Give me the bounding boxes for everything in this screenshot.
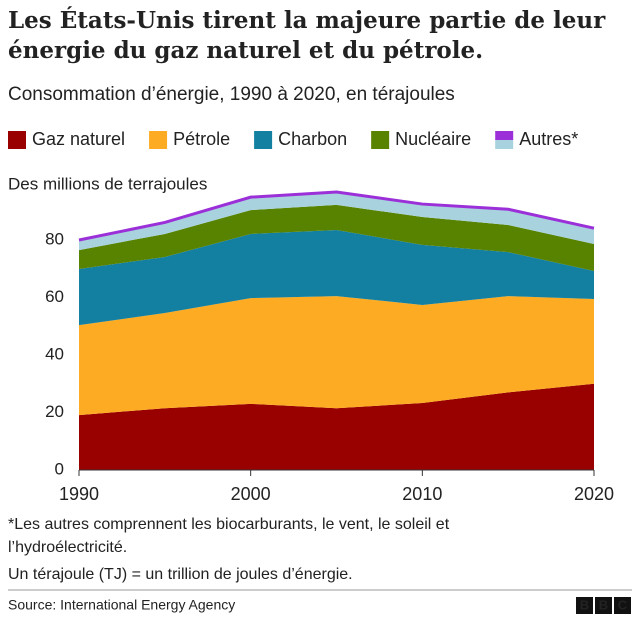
area [79,383,594,470]
legend-swatch [254,131,273,149]
logo-box [614,597,631,614]
y-tick-label: 0 [55,459,64,478]
y-tick-label: 20 [45,402,64,421]
y-tick-label: 60 [45,287,64,306]
legend-label: Autres* [519,129,578,149]
area [79,191,594,251]
area-edge [78,190,595,242]
x-tick-label: 2000 [231,484,271,504]
legend-swatch [495,140,514,149]
source: Source: International Energy Agency [8,597,235,613]
chart-title: énergie du gaz naturel et du pétrole. [8,37,483,64]
y-axis-label: Des millions de terrajoules [8,174,207,193]
area [79,296,594,416]
logo-letter: B [599,597,608,612]
legend-swatch [371,131,390,149]
subtitle: Consommation d’énergie, 1990 à 2020, en … [8,84,455,105]
legend-swatch [495,131,514,140]
y-tick-label: 80 [45,229,64,248]
note: *Les autres comprennent les biocarburant… [8,516,450,533]
area [79,204,594,272]
legend-swatch [149,131,168,149]
x-tick-label: 2010 [402,484,442,504]
y-tick-label: 40 [45,344,64,363]
logo-letter: C [618,597,628,612]
legend-label: Nucléaire [395,129,471,149]
area [79,229,594,326]
logo-box [595,597,612,614]
x-tick-label: 1990 [59,484,99,504]
x-tick-label: 2020 [574,484,614,504]
legend-swatch [8,131,26,149]
note: l’hydroélectricité. [8,539,127,556]
chart-title: Les États-Unis tirent la majeure partie … [8,7,606,34]
note: Un térajoule (TJ) = un trillion de joule… [8,566,353,583]
legend-label: Gaz naturel [32,129,125,149]
logo-box [576,597,593,614]
logo-letter: B [580,597,589,612]
legend-label: Charbon [278,129,347,149]
legend-label: Pétrole [173,129,230,149]
